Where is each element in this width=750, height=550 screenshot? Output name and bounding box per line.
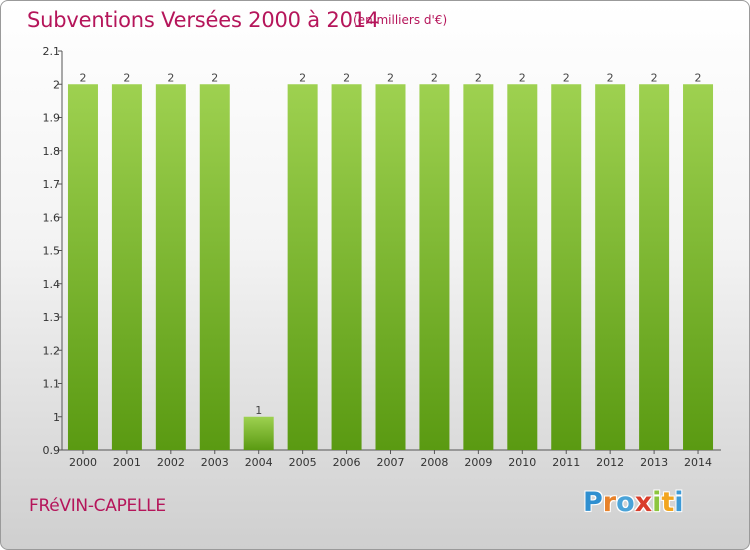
bar-2007 — [375, 84, 406, 450]
x-tick-label: 2010 — [508, 456, 536, 469]
bar-2011 — [551, 84, 582, 450]
y-tick-label: 1.9 — [43, 112, 61, 125]
y-tick-label: 1.7 — [43, 178, 61, 191]
logo-letter: i — [652, 487, 662, 518]
bar-2001 — [111, 84, 142, 450]
data-label: 2 — [343, 71, 350, 84]
logo-letter: i — [674, 487, 684, 518]
y-tick-label: 1.6 — [43, 211, 61, 224]
y-tick-label: 0.9 — [43, 444, 61, 457]
data-label: 2 — [387, 71, 394, 84]
bar-2005 — [287, 84, 318, 450]
x-tick-label: 2002 — [157, 456, 185, 469]
proxiti-logo: Proxiti — [583, 487, 684, 518]
data-label: 2 — [299, 71, 306, 84]
y-tick-label: 1.3 — [43, 311, 61, 324]
logo-letter: t — [661, 487, 675, 518]
data-label: 1 — [255, 404, 262, 417]
data-label: 2 — [695, 71, 702, 84]
bar-2010 — [507, 84, 538, 450]
x-tick-label: 2004 — [245, 456, 273, 469]
data-label: 2 — [475, 71, 482, 84]
x-tick-label: 2005 — [289, 456, 317, 469]
x-tick-label: 2006 — [333, 456, 361, 469]
commune-name: FRéVIN-CAPELLE — [29, 496, 166, 516]
x-tick-label: 2013 — [640, 456, 668, 469]
data-label: 2 — [431, 71, 438, 84]
x-tick-label: 2009 — [464, 456, 492, 469]
x-tick-label: 2012 — [596, 456, 624, 469]
x-tick-label: 2000 — [69, 456, 97, 469]
chart-title: Subventions Versées 2000 à 2014 — [27, 8, 380, 32]
bar-2008 — [419, 84, 450, 450]
chart-unit: (en milliers d'€) — [353, 13, 448, 27]
bar-2013 — [639, 84, 670, 450]
bar-2000 — [67, 84, 98, 450]
bar-2004 — [243, 416, 274, 450]
y-tick-label: 2 — [53, 78, 60, 91]
data-label: 2 — [167, 71, 174, 84]
y-tick-label: 1.5 — [43, 245, 61, 258]
x-tick-label: 2014 — [684, 456, 712, 469]
data-label: 2 — [607, 71, 614, 84]
data-label: 2 — [211, 71, 218, 84]
logo-letter: x — [634, 487, 653, 518]
y-tick-label: 1 — [53, 411, 60, 424]
bar-2014 — [683, 84, 714, 450]
data-label: 2 — [123, 71, 130, 84]
y-tick-label: 1.8 — [43, 145, 61, 158]
y-tick-label: 1.1 — [43, 378, 61, 391]
y-tick-label: 2.1 — [43, 45, 61, 58]
data-label: 2 — [563, 71, 570, 84]
logo-letter: o — [616, 487, 635, 518]
x-tick-label: 2007 — [377, 456, 405, 469]
bar-2012 — [595, 84, 626, 450]
data-label: 2 — [79, 71, 86, 84]
logo-letter: P — [583, 487, 603, 518]
y-tick-label: 1.4 — [43, 278, 61, 291]
y-tick-label: 1.2 — [43, 344, 61, 357]
bar-2006 — [331, 84, 362, 450]
x-tick-label: 2003 — [201, 456, 229, 469]
x-tick-label: 2011 — [552, 456, 580, 469]
data-label: 2 — [519, 71, 526, 84]
x-tick-label: 2001 — [113, 456, 141, 469]
bar-2009 — [463, 84, 494, 450]
bar-2003 — [199, 84, 230, 450]
logo-letter: r — [602, 487, 617, 518]
data-label: 2 — [651, 71, 658, 84]
bar-2002 — [155, 84, 186, 450]
x-tick-label: 2008 — [420, 456, 448, 469]
